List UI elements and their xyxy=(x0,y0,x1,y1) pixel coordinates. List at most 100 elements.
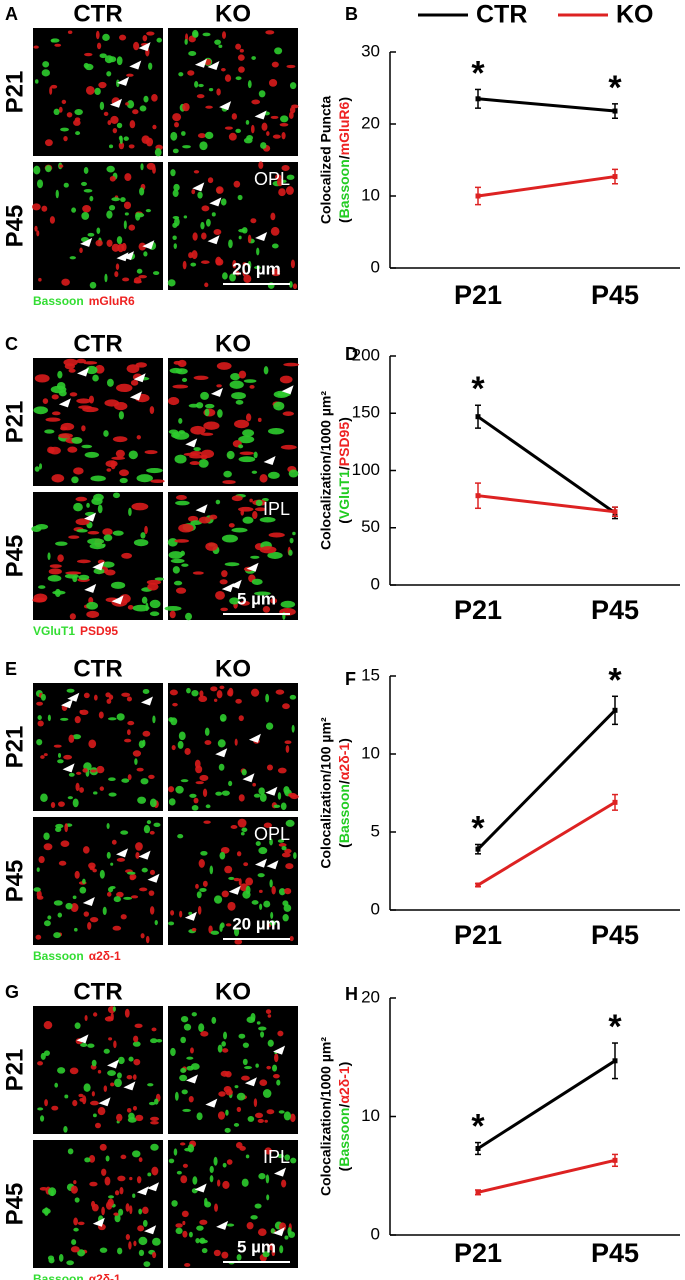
stain-name: Bassoon xyxy=(33,949,84,963)
fluorescence-punctum xyxy=(136,474,153,483)
fluorescence-punctum xyxy=(39,1186,48,1191)
fluorescence-punctum xyxy=(60,422,75,431)
fluorescence-punctum xyxy=(123,201,132,210)
data-point xyxy=(612,509,618,515)
fluorescence-punctum xyxy=(64,573,79,579)
fluorescence-punctum xyxy=(156,1039,163,1043)
fluorescence-punctum xyxy=(147,1083,154,1087)
arrowhead xyxy=(129,60,142,70)
row-label: P45 xyxy=(1,205,28,248)
fluorescence-punctum xyxy=(259,546,277,554)
fluorescence-punctum xyxy=(38,585,46,589)
fluorescence-punctum xyxy=(224,865,233,874)
fluorescence-punctum xyxy=(40,1115,45,1122)
fluorescence-punctum xyxy=(199,1219,208,1225)
column-header: CTR xyxy=(73,655,122,682)
arrowhead xyxy=(147,873,160,883)
fluorescence-punctum xyxy=(237,818,247,828)
panel-letter: E xyxy=(5,659,17,679)
fluorescence-punctum xyxy=(289,935,294,942)
fluorescence-punctum xyxy=(39,463,43,470)
fluorescence-punctum xyxy=(222,1162,227,1168)
fluorescence-punctum xyxy=(78,405,93,409)
y-axis-label-part: / xyxy=(336,466,352,470)
fluorescence-punctum xyxy=(148,890,155,896)
fluorescence-punctum xyxy=(121,692,131,697)
fluorescence-punctum xyxy=(63,135,68,142)
fluorescence-punctum xyxy=(197,133,206,139)
arrowhead xyxy=(229,579,242,589)
fluorescence-punctum xyxy=(192,571,204,575)
fluorescence-punctum xyxy=(197,905,202,915)
fluorescence-punctum xyxy=(267,427,285,435)
fluorescence-punctum xyxy=(222,480,236,485)
fluorescence-punctum xyxy=(182,1220,186,1226)
fluorescence-punctum xyxy=(284,848,292,854)
fluorescence-punctum xyxy=(49,216,56,224)
fluorescence-punctum xyxy=(154,920,158,926)
micrograph xyxy=(33,683,163,811)
arrowhead xyxy=(62,763,75,773)
fluorescence-punctum xyxy=(279,375,293,384)
fluorescence-punctum xyxy=(221,1251,229,1259)
fluorescence-punctum xyxy=(91,497,103,506)
fluorescence-punctum xyxy=(181,563,189,567)
fluorescence-punctum xyxy=(281,179,287,183)
fluorescence-punctum xyxy=(125,102,129,106)
fluorescence-punctum xyxy=(55,823,64,829)
fluorescence-punctum xyxy=(124,173,132,182)
fluorescence-punctum xyxy=(210,930,220,935)
fluorescence-punctum xyxy=(238,235,242,240)
fluorescence-punctum xyxy=(126,696,132,702)
fluorescence-punctum xyxy=(235,399,244,405)
fluorescence-punctum xyxy=(227,901,236,911)
fluorescence-punctum xyxy=(222,1048,229,1053)
fluorescence-punctum xyxy=(254,591,271,596)
fluorescence-punctum xyxy=(266,1065,272,1070)
y-tick-label: 20 xyxy=(361,113,380,132)
fluorescence-punctum xyxy=(277,1030,284,1037)
fluorescence-punctum xyxy=(42,398,49,405)
fluorescence-punctum xyxy=(191,689,199,697)
fluorescence-punctum xyxy=(45,139,53,147)
fluorescence-punctum xyxy=(41,69,50,77)
fluorescence-punctum xyxy=(239,451,254,455)
fluorescence-punctum xyxy=(215,791,223,796)
fluorescence-punctum xyxy=(279,1222,287,1231)
fluorescence-punctum xyxy=(74,1022,81,1029)
fluorescence-punctum xyxy=(126,73,134,77)
fluorescence-punctum xyxy=(93,791,98,795)
significance-marker: * xyxy=(608,69,622,107)
fluorescence-punctum xyxy=(136,767,144,772)
fluorescence-punctum xyxy=(174,539,190,543)
fluorescence-punctum xyxy=(69,1067,79,1075)
row-label: P45 xyxy=(1,860,28,903)
y-axis-label-part: ( xyxy=(336,218,352,223)
fluorescence-punctum xyxy=(95,30,100,40)
fluorescence-punctum xyxy=(138,242,147,251)
fluorescence-punctum xyxy=(82,768,88,773)
fluorescence-punctum xyxy=(167,279,176,287)
fluorescence-punctum xyxy=(196,94,205,99)
fluorescence-punctum xyxy=(37,715,42,721)
fluorescence-punctum xyxy=(67,796,73,800)
x-tick-label: P45 xyxy=(591,1238,639,1268)
fluorescence-punctum xyxy=(106,698,112,704)
fluorescence-punctum xyxy=(258,787,265,795)
fluorescence-punctum xyxy=(63,754,73,760)
fluorescence-punctum xyxy=(243,274,252,283)
fluorescence-punctum xyxy=(135,1114,144,1122)
fluorescence-punctum xyxy=(254,1203,262,1209)
fluorescence-punctum xyxy=(123,136,129,141)
fluorescence-punctum xyxy=(34,374,50,383)
y-axis-label-part: ( xyxy=(336,519,352,524)
fluorescence-punctum xyxy=(70,1185,78,1194)
data-point xyxy=(475,193,481,199)
fluorescence-punctum xyxy=(198,1023,205,1033)
y-axis-label: (VGluT1/PSD95) xyxy=(336,417,352,524)
fluorescence-punctum xyxy=(244,1066,252,1070)
fluorescence-punctum xyxy=(79,886,87,894)
fluorescence-punctum xyxy=(36,179,44,189)
fluorescence-punctum xyxy=(188,50,197,57)
fluorescence-punctum xyxy=(260,1031,265,1038)
